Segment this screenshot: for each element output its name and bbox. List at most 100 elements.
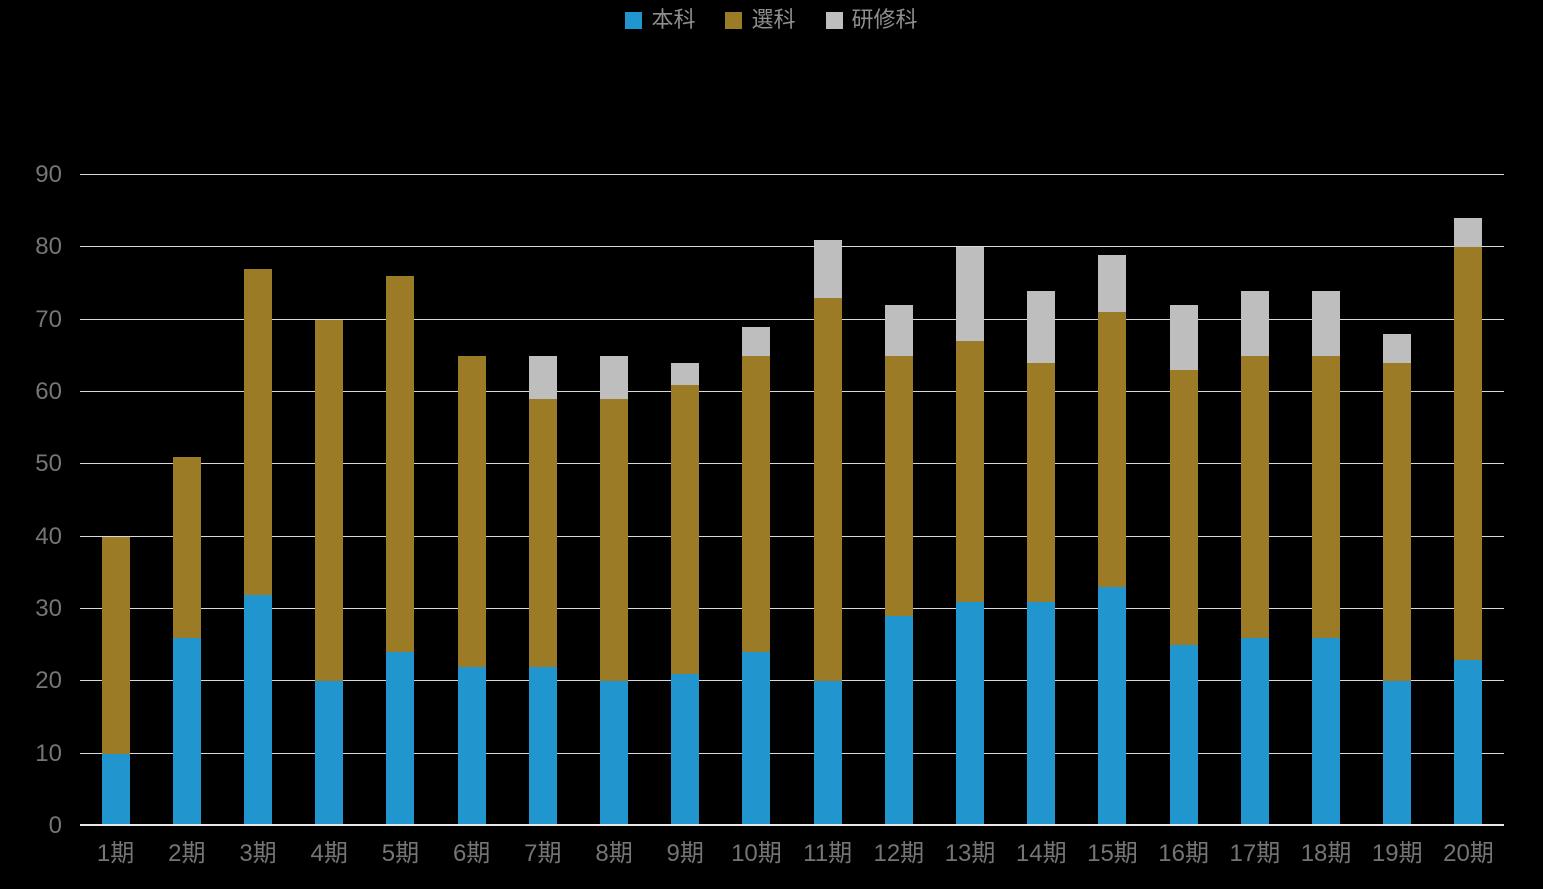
y-tick-label: 20: [35, 667, 62, 695]
bar-segment: [101, 536, 130, 754]
y-tick-label: 40: [35, 522, 62, 550]
bar-slot: 11期: [792, 175, 863, 866]
bar-segment: [1098, 254, 1127, 313]
bar-segment: [101, 753, 130, 826]
bar-segment: [315, 319, 344, 682]
chart-legend: 本科 選科 研修科: [0, 9, 1543, 31]
bar-segment: [244, 594, 272, 826]
y-tick-label: 60: [35, 378, 62, 405]
x-tick-label: 10期: [731, 840, 782, 867]
x-tick-label: 18期: [1300, 840, 1352, 867]
bar-slot: 12期: [863, 175, 934, 866]
bar-segment: [884, 616, 913, 826]
bar-segment: [1383, 334, 1412, 364]
gridline: [80, 752, 1504, 754]
x-tick-label: 3期: [239, 840, 277, 867]
x-tick-label: 8期: [595, 840, 633, 867]
x-tick-label: 7期: [524, 840, 562, 867]
x-tick-label: 5期: [381, 840, 420, 867]
bar-segment: [528, 666, 557, 826]
bar-segment: [1312, 290, 1341, 356]
bar-slot: 4期: [294, 175, 365, 866]
x-tick-label: 15期: [1087, 840, 1138, 867]
bar-slot: 7期: [507, 175, 578, 866]
x-tick-label: 19期: [1371, 840, 1423, 867]
legend-label: 研修科: [851, 7, 918, 32]
bar-slot: 17期: [1219, 175, 1290, 866]
bar-stack: [1454, 218, 1483, 826]
bar-segment: [742, 355, 771, 653]
bar-slot: 18期: [1290, 175, 1361, 866]
bar-segment: [884, 305, 913, 356]
bar-slot: 5期: [365, 175, 436, 866]
gridline: [80, 463, 1504, 465]
bar-slot: 19期: [1362, 175, 1433, 866]
legend-label: 選科: [751, 7, 796, 32]
bar-segment: [600, 681, 629, 826]
bar-segment: [1383, 363, 1412, 682]
bar-segment: [1098, 587, 1127, 826]
bar-slot: 16期: [1148, 175, 1219, 866]
bar-segment: [1454, 247, 1483, 660]
bar-segment: [1240, 290, 1269, 356]
bar-segment: [813, 681, 842, 826]
bar-segment: [813, 297, 842, 682]
bar-stack: [1240, 290, 1269, 826]
bars: 1期 2期 3期 4期 5期 6期 7期 8期 9期 10期 11期 12期 13期 14期 15期 16期 1…: [80, 175, 1504, 866]
bar-slot: 3期: [222, 175, 293, 866]
x-tick-label: 1期: [96, 840, 135, 867]
bar-segment: [1169, 370, 1198, 646]
bar-segment: [528, 355, 557, 400]
y-tick-label: 50: [35, 450, 62, 478]
x-tick-label: 11期: [803, 840, 853, 867]
y-tick-label: 70: [35, 305, 62, 333]
bar-segment: [1169, 305, 1198, 371]
x-tick-label: 4期: [310, 840, 348, 867]
x-axis-line: [80, 824, 1504, 826]
bar-segment: [956, 601, 985, 826]
bar-segment: [244, 269, 272, 595]
x-tick-label: 17期: [1229, 840, 1281, 867]
legend-item: 研修科: [825, 7, 918, 32]
bar-slot: 20期: [1433, 175, 1504, 866]
x-tick-label: 2期: [168, 840, 206, 867]
bar-segment: [528, 399, 557, 667]
gridline: [80, 246, 1504, 248]
bar-stack: [600, 355, 629, 826]
bar-segment: [1312, 355, 1341, 638]
x-tick-label: 9期: [666, 840, 704, 867]
legend-swatch-icon: [725, 11, 743, 29]
y-axis: 0 10 20 30 40 50 60 70 80 90: [0, 163, 62, 838]
bar-segment: [172, 457, 201, 638]
y-tick-label: 90: [35, 161, 62, 188]
bar-segment: [600, 355, 629, 400]
bar-stack: [1027, 290, 1056, 826]
bar-segment: [956, 341, 985, 602]
x-tick-label: 16期: [1158, 840, 1209, 867]
legend-item: 選科: [725, 7, 796, 32]
plot-area: 1期 2期 3期 4期 5期 6期 7期 8期 9期 10期 11期 12期 13期 14期 15期 16期 1…: [80, 174, 1504, 866]
gridline: [80, 174, 1504, 175]
bar-stack: [244, 269, 272, 826]
gridline: [80, 391, 1504, 392]
bar-segment: [671, 384, 700, 675]
gridline: [80, 680, 1504, 682]
bar-stack: [1312, 290, 1341, 826]
bar-slot: 1期: [80, 175, 151, 866]
bar-segment: [1098, 312, 1127, 588]
bar-slot: 15期: [1077, 175, 1148, 866]
bar-segment: [386, 652, 415, 826]
bar-stack: [813, 240, 842, 826]
bar-slot: 13期: [934, 175, 1005, 866]
bar-segment: [671, 674, 700, 826]
x-tick-label: 14期: [1015, 840, 1067, 867]
legend-swatch-icon: [625, 11, 643, 29]
bar-stack: [101, 536, 130, 826]
bar-segment: [671, 363, 700, 385]
bar-stack: [457, 355, 486, 826]
bar-segment: [172, 637, 201, 826]
bar-segment: [457, 666, 486, 826]
x-tick-label: 12期: [873, 840, 925, 867]
legend-label: 本科: [651, 7, 696, 32]
